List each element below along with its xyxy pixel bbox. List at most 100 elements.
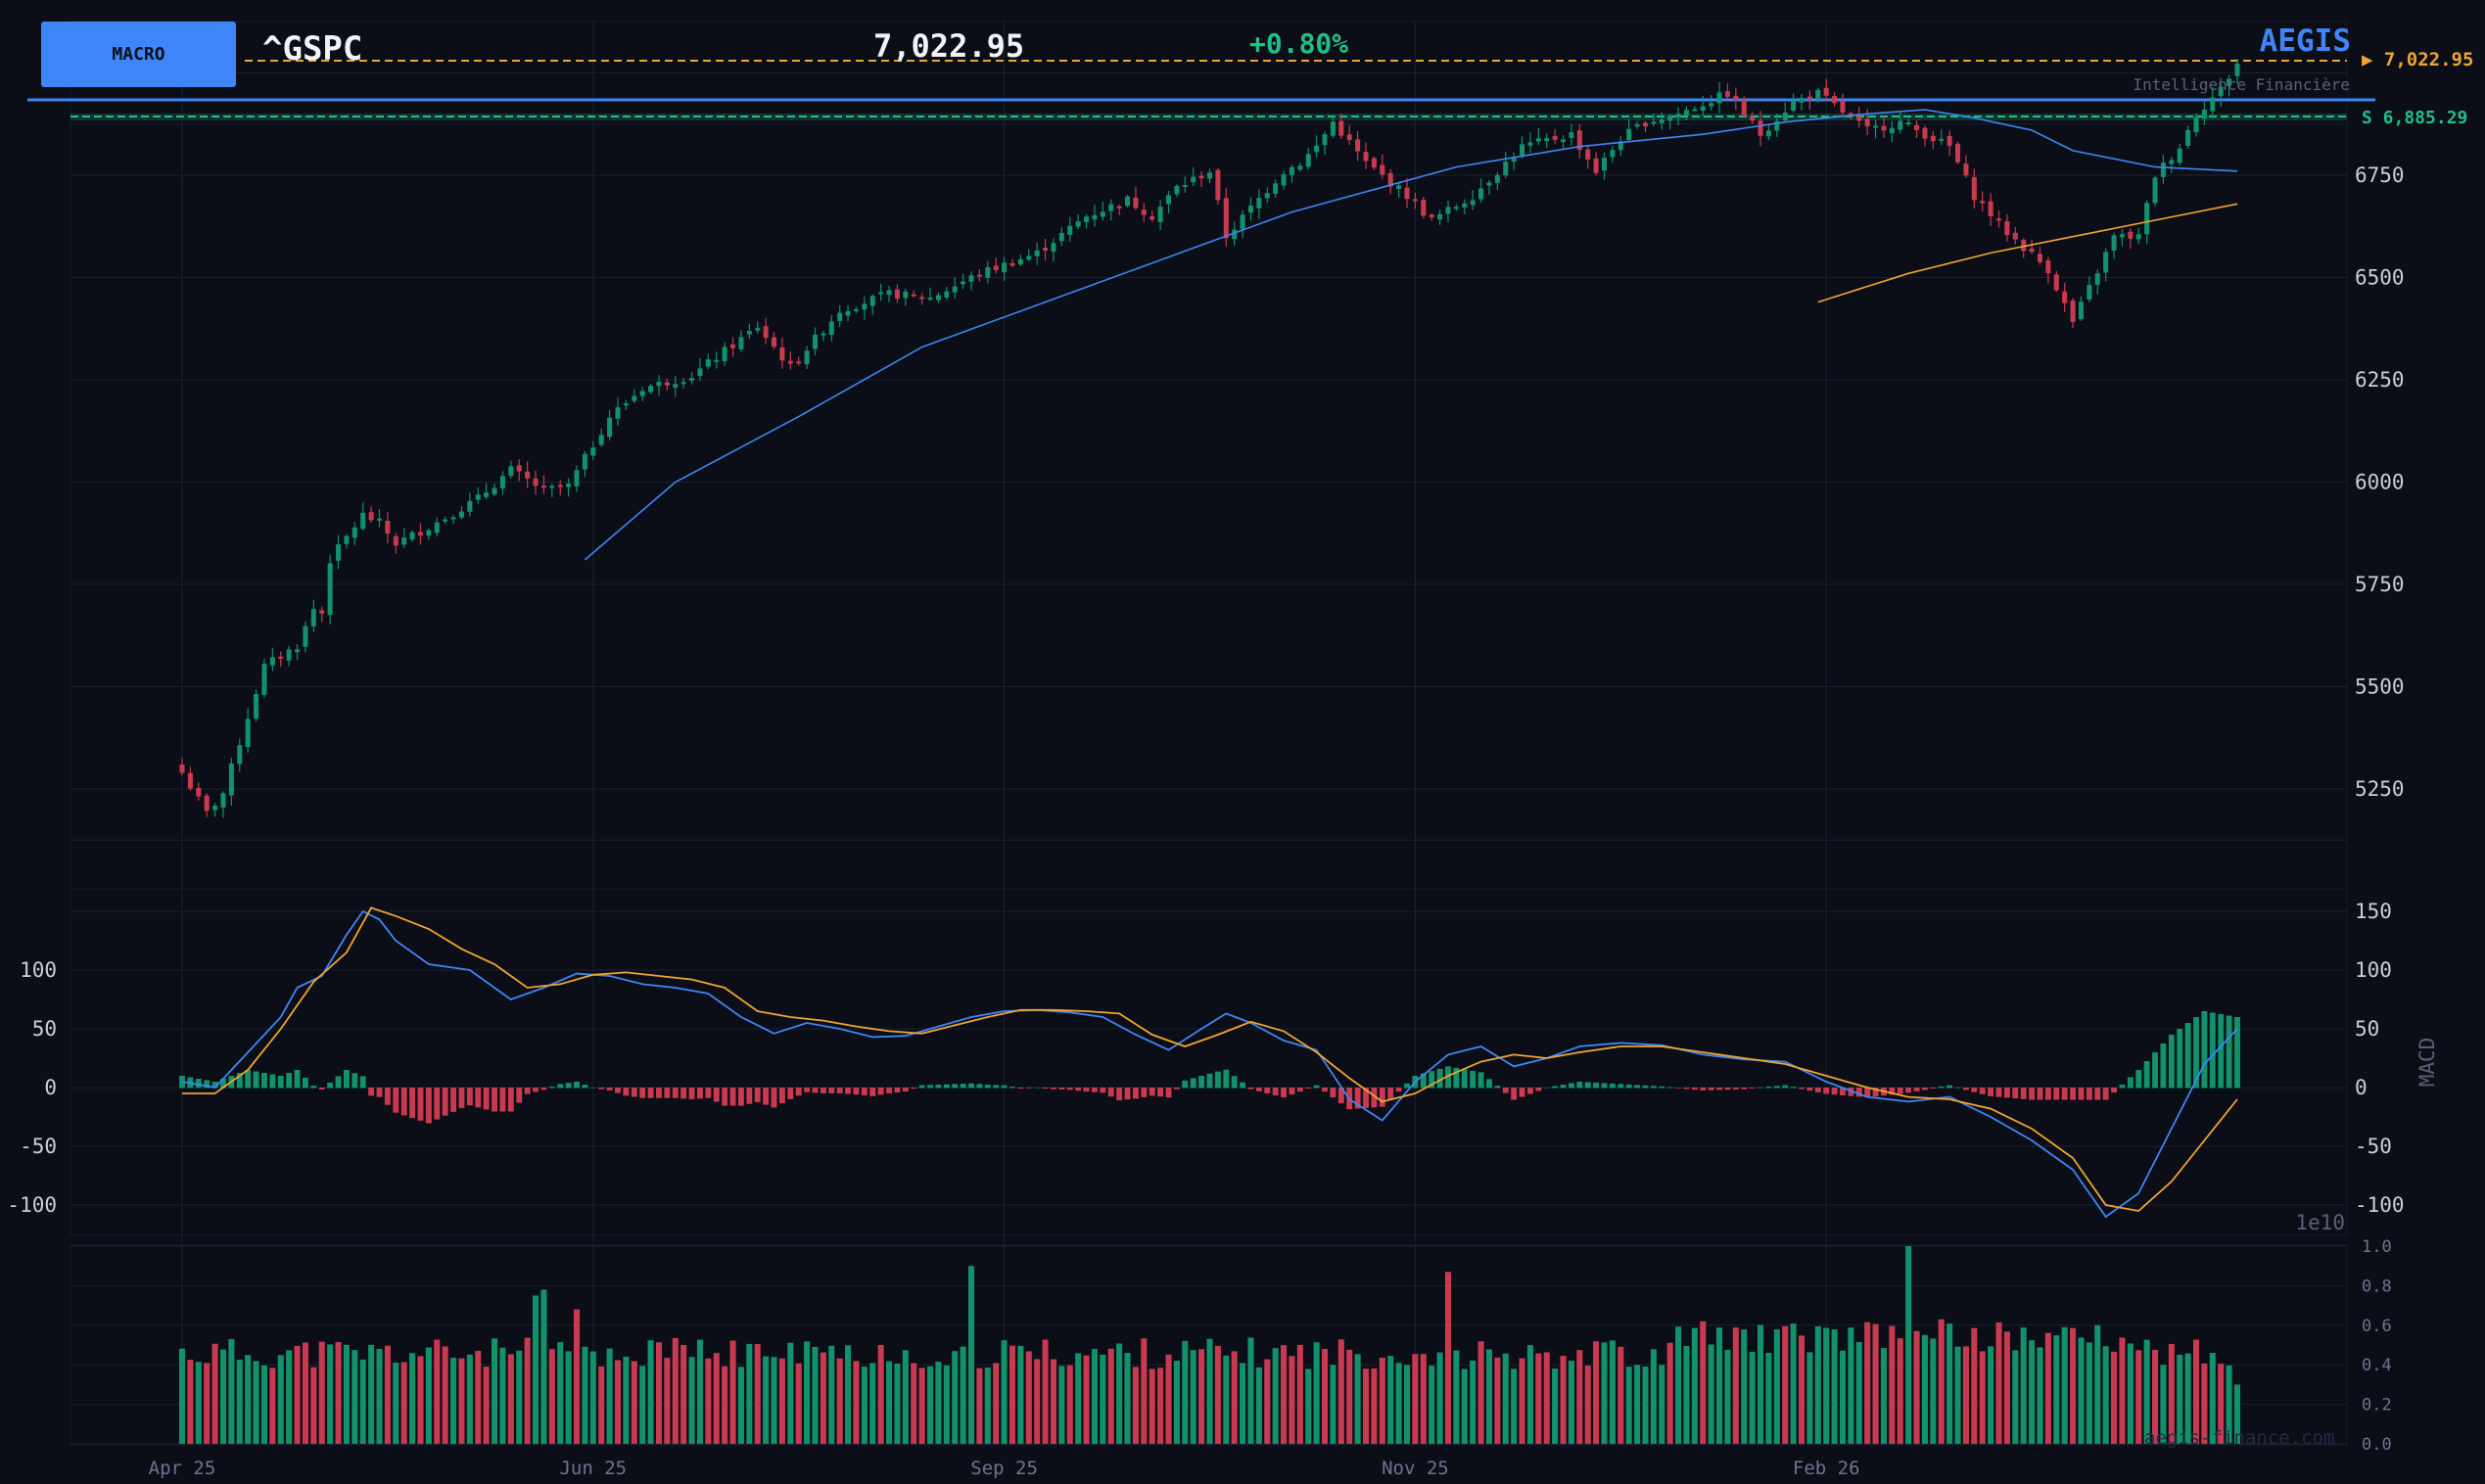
macd-histogram-bar bbox=[2102, 1088, 2109, 1100]
candle bbox=[1569, 123, 1574, 146]
candle-body bbox=[878, 292, 884, 295]
candle bbox=[1240, 209, 1245, 239]
macd-histogram-bar bbox=[2020, 1088, 2027, 1099]
candle bbox=[771, 332, 777, 349]
candle-body bbox=[508, 466, 514, 477]
candle-body bbox=[1404, 187, 1410, 200]
macd-histogram-bar bbox=[1724, 1088, 1731, 1090]
candle-body bbox=[2152, 177, 2158, 204]
candle bbox=[2128, 228, 2133, 250]
macd-histogram-bar bbox=[1543, 1088, 1550, 1089]
volume-bar bbox=[1716, 1327, 1723, 1444]
volume-bar bbox=[1429, 1366, 1435, 1444]
price-tick-label: 6750 bbox=[2355, 163, 2405, 187]
macd-histogram-bar bbox=[1445, 1066, 1451, 1089]
macd-histogram-bar bbox=[1913, 1088, 1920, 1091]
volume-bar bbox=[557, 1342, 564, 1444]
volume-bar bbox=[1132, 1367, 1139, 1444]
macd-histogram-bar bbox=[2003, 1088, 2010, 1098]
volume-bar bbox=[359, 1359, 366, 1444]
volume-bar bbox=[524, 1337, 531, 1444]
volume-bar bbox=[1618, 1346, 1624, 1444]
candle-body bbox=[2210, 97, 2216, 112]
candle-body bbox=[903, 291, 909, 299]
candle bbox=[1421, 196, 1427, 219]
candle bbox=[1709, 95, 1714, 111]
candle-body bbox=[1256, 198, 1262, 209]
candle bbox=[821, 330, 826, 342]
candle-body bbox=[2144, 203, 2150, 235]
brand-tagline: Intelligence Financière bbox=[2133, 75, 2350, 94]
volume-bar bbox=[492, 1338, 498, 1444]
macd-histogram-bar bbox=[598, 1088, 605, 1090]
volume-bar bbox=[1568, 1361, 1574, 1444]
volume-bar bbox=[1954, 1346, 1961, 1444]
candle bbox=[1305, 147, 1311, 169]
volume-bar bbox=[2152, 1349, 2159, 1444]
macd-histogram-bar bbox=[253, 1071, 259, 1089]
macd-histogram-bar bbox=[763, 1088, 770, 1105]
candle bbox=[1511, 152, 1517, 171]
volume-bar bbox=[1091, 1349, 1098, 1444]
volume-bar bbox=[1313, 1342, 1320, 1444]
macd-histogram-bar bbox=[2168, 1035, 2175, 1089]
volume-bar bbox=[1116, 1343, 1123, 1444]
volume-bar bbox=[253, 1361, 259, 1444]
volume-bar bbox=[1231, 1351, 1238, 1444]
candle-body bbox=[697, 368, 703, 377]
macd-histogram-bar bbox=[1001, 1085, 1008, 1089]
candle bbox=[1963, 155, 1969, 178]
candle-body bbox=[237, 745, 243, 765]
candle-body bbox=[2029, 249, 2035, 253]
macd-histogram-bar bbox=[1429, 1071, 1435, 1089]
macd-histogram-bar bbox=[1995, 1088, 2002, 1097]
macd-histogram-bar bbox=[812, 1088, 819, 1093]
candle bbox=[540, 475, 546, 494]
volume-bar bbox=[1511, 1368, 1518, 1444]
macd-tick-left: 0 bbox=[44, 1076, 57, 1099]
macd-histogram-bar bbox=[1009, 1087, 1015, 1089]
candle bbox=[919, 293, 925, 305]
candle-body bbox=[680, 382, 686, 385]
candle-body bbox=[1750, 116, 1756, 121]
candle bbox=[352, 522, 357, 546]
macd-histogram-bar bbox=[557, 1084, 564, 1089]
volume-bar bbox=[1609, 1340, 1616, 1444]
volume-bar bbox=[631, 1361, 637, 1444]
candle bbox=[1166, 191, 1172, 214]
macd-histogram-bar bbox=[1765, 1087, 1772, 1089]
macd-histogram-bar bbox=[1313, 1085, 1320, 1089]
candle-body bbox=[1387, 172, 1393, 187]
macd-histogram-bar bbox=[877, 1088, 884, 1095]
volume-bar bbox=[1363, 1368, 1370, 1444]
volume-bar bbox=[1930, 1338, 1937, 1444]
candle bbox=[869, 294, 875, 315]
candle bbox=[401, 528, 407, 549]
volume-bar bbox=[1305, 1368, 1312, 1444]
candle-body bbox=[2119, 234, 2125, 238]
candle bbox=[1108, 199, 1114, 221]
candle-body bbox=[787, 360, 793, 364]
candle bbox=[1651, 113, 1657, 127]
price-tick-label: 5250 bbox=[2355, 777, 2405, 801]
volume-bar bbox=[2192, 1339, 2200, 1444]
macd-histogram-bar bbox=[1683, 1088, 1690, 1090]
volume-bar bbox=[2201, 1363, 2208, 1444]
macd-histogram-bar bbox=[1758, 1087, 1763, 1089]
volume-bar bbox=[425, 1347, 432, 1444]
volume-bar bbox=[1691, 1327, 1698, 1444]
macd-histogram-bar bbox=[1593, 1082, 1600, 1089]
candle-body bbox=[1758, 120, 1763, 136]
macd-histogram-bar bbox=[1420, 1073, 1427, 1089]
volume-bar bbox=[1798, 1335, 1805, 1444]
macd-histogram-bar bbox=[384, 1088, 391, 1105]
candle bbox=[1955, 141, 1961, 164]
macd-histogram-bar bbox=[656, 1088, 662, 1098]
candle bbox=[319, 606, 325, 623]
candle bbox=[1182, 176, 1188, 194]
macro-badge[interactable]: MACRO bbox=[41, 22, 236, 87]
candle bbox=[1149, 210, 1155, 222]
volume-bar bbox=[393, 1363, 399, 1444]
candle-body bbox=[911, 294, 916, 297]
macd-axis-title: MACD bbox=[2415, 1038, 2439, 1088]
